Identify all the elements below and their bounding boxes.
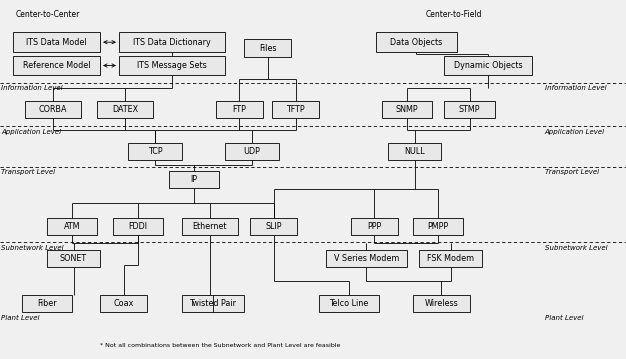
Text: V Series Modem: V Series Modem: [334, 254, 399, 264]
Text: Plant Level: Plant Level: [1, 315, 40, 321]
Text: Coax: Coax: [113, 299, 134, 308]
Bar: [13, 56, 100, 75]
Bar: [100, 295, 147, 312]
Text: SLIP: SLIP: [265, 222, 282, 231]
Bar: [244, 39, 291, 57]
Bar: [169, 171, 219, 188]
Text: ITS Message Sets: ITS Message Sets: [137, 61, 207, 70]
Text: Application Level: Application Level: [1, 129, 61, 135]
Text: Transport Level: Transport Level: [545, 169, 598, 176]
Bar: [250, 218, 297, 235]
Text: NULL: NULL: [404, 146, 425, 156]
Bar: [47, 218, 97, 235]
Bar: [376, 32, 457, 52]
Text: IP: IP: [190, 175, 198, 185]
Bar: [182, 218, 238, 235]
Bar: [13, 32, 100, 52]
Text: Subnetwork Level: Subnetwork Level: [1, 245, 64, 251]
Text: STMP: STMP: [459, 105, 480, 114]
Text: Application Level: Application Level: [545, 129, 605, 135]
Text: Ethernet: Ethernet: [192, 222, 227, 231]
Bar: [97, 101, 153, 118]
Text: ITS Data Model: ITS Data Model: [26, 38, 86, 47]
Bar: [182, 295, 244, 312]
Bar: [413, 218, 463, 235]
Bar: [225, 143, 279, 160]
Text: Information Level: Information Level: [1, 85, 63, 91]
Bar: [113, 218, 163, 235]
Bar: [25, 101, 81, 118]
Bar: [319, 295, 379, 312]
Bar: [22, 295, 72, 312]
Bar: [272, 101, 319, 118]
Text: Center-to-Center: Center-to-Center: [16, 10, 80, 19]
Text: UDP: UDP: [244, 146, 260, 156]
Text: Wireless: Wireless: [424, 299, 458, 308]
Bar: [326, 250, 407, 267]
Bar: [216, 101, 263, 118]
Text: Telco Line: Telco Line: [329, 299, 369, 308]
Text: Data Objects: Data Objects: [390, 38, 443, 47]
Text: FTP: FTP: [232, 105, 247, 114]
Bar: [444, 56, 532, 75]
Text: Dynamic Objects: Dynamic Objects: [454, 61, 523, 70]
Bar: [419, 250, 482, 267]
Text: PMPP: PMPP: [428, 222, 449, 231]
Text: FDDI: FDDI: [128, 222, 147, 231]
Bar: [119, 32, 225, 52]
Text: Files: Files: [259, 44, 276, 53]
Text: PPP: PPP: [367, 222, 381, 231]
Text: Subnetwork Level: Subnetwork Level: [545, 245, 607, 251]
Bar: [47, 250, 100, 267]
Bar: [444, 101, 495, 118]
Bar: [351, 218, 398, 235]
Text: ATM: ATM: [64, 222, 80, 231]
Text: ITS Data Dictionary: ITS Data Dictionary: [133, 38, 211, 47]
Text: DATEX: DATEX: [112, 105, 138, 114]
Text: Fiber: Fiber: [37, 299, 57, 308]
Bar: [413, 295, 470, 312]
Text: * Not all combinations between the Subnetwork and Plant Level are feasible: * Not all combinations between the Subne…: [100, 343, 341, 348]
Text: TFTP: TFTP: [287, 105, 305, 114]
Text: CORBA: CORBA: [39, 105, 68, 114]
Text: Twisted Pair: Twisted Pair: [189, 299, 237, 308]
Text: FSK Modem: FSK Modem: [427, 254, 475, 264]
Text: Plant Level: Plant Level: [545, 315, 583, 321]
Bar: [388, 143, 441, 160]
Text: Center-to-Field: Center-to-Field: [426, 10, 482, 19]
Text: Information Level: Information Level: [545, 85, 606, 91]
Text: SNMP: SNMP: [396, 105, 418, 114]
Text: Reference Model: Reference Model: [23, 61, 90, 70]
Bar: [119, 56, 225, 75]
Bar: [128, 143, 182, 160]
Bar: [382, 101, 432, 118]
Text: SONET: SONET: [60, 254, 87, 264]
Text: TCP: TCP: [148, 146, 162, 156]
Text: Transport Level: Transport Level: [1, 169, 55, 176]
